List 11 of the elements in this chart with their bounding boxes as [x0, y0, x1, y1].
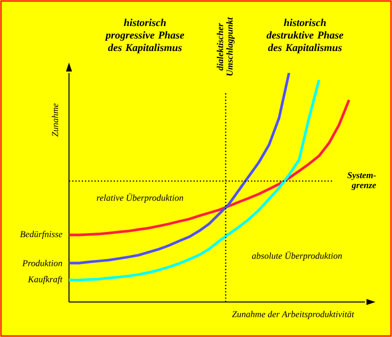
series-label: Produktion — [22, 260, 62, 266]
y-axis-title: Zunahme — [52, 103, 58, 137]
annotation: relative Überproduktion — [96, 193, 184, 203]
annotation: dialektischer Umschlagpunkt — [216, 17, 235, 76]
series-label: Kaufkraft — [28, 276, 63, 284]
series-label: Bedürfnisse — [20, 230, 62, 240]
text: historisch destruktive Phase des Kapitalismus — [266, 18, 344, 54]
x-axis-title: Zunahme der Arbeitsproduktivität — [232, 310, 354, 320]
annotation: absolute Überproduktion — [252, 251, 342, 261]
text: historisch progressive Phase des Kapitalismus — [104, 18, 184, 54]
ref-line-label: System-grenze — [347, 172, 376, 190]
